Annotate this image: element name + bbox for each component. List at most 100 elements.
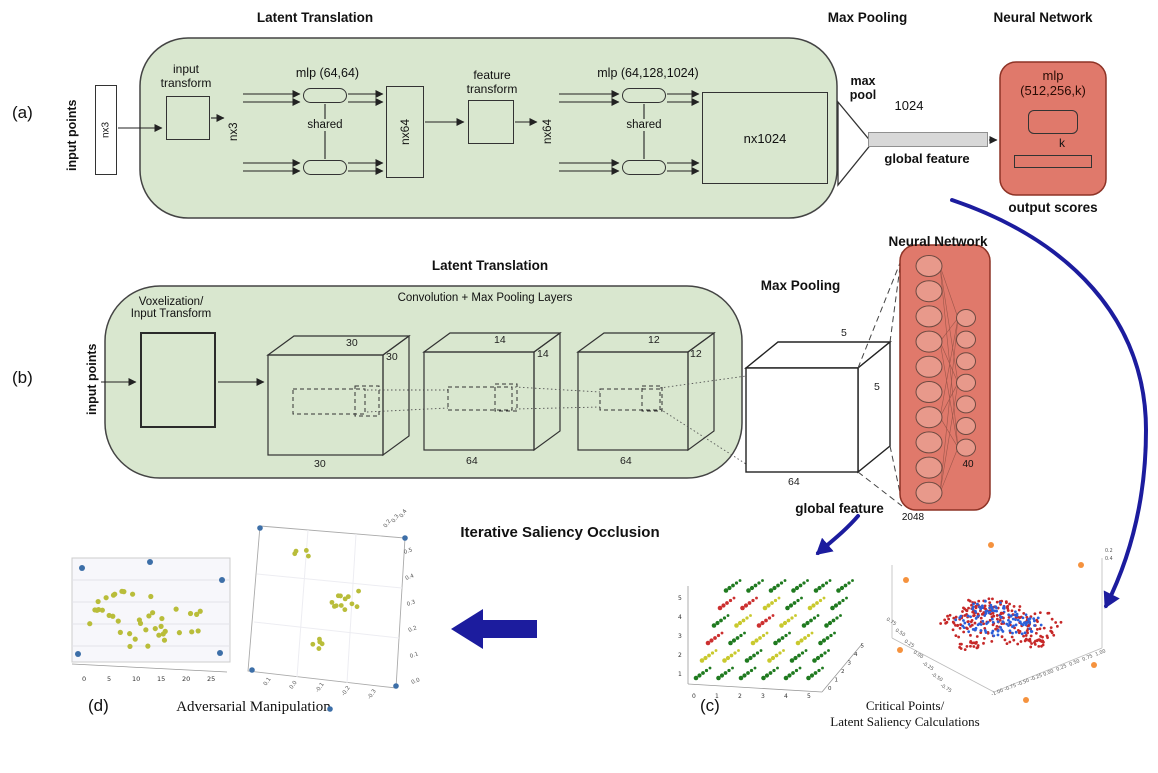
svg-text:3: 3 (761, 693, 765, 700)
svg-text:0.5: 0.5 (403, 547, 414, 556)
b-global-feature-label: global feature (795, 501, 884, 516)
cube1-bottom-dim: 30 (314, 458, 326, 470)
conv-cube-1 (266, 334, 411, 457)
svg-text:0.4: 0.4 (1105, 556, 1113, 562)
svg-text:0: 0 (82, 675, 86, 683)
svg-text:2: 2 (738, 693, 742, 700)
svg-text:-0.1: -0.1 (315, 682, 326, 694)
header-a-latent-translation: Latent Translation (256, 10, 374, 25)
panel-d-caption: Adversarial Manipulation (176, 699, 331, 715)
global-feature-cube (744, 340, 892, 474)
a-scores-box (1014, 155, 1092, 168)
a-k-label: k (1059, 136, 1065, 150)
svg-text:0.25: 0.25 (903, 639, 915, 650)
svg-text:0.3: 0.3 (406, 599, 417, 608)
neural-network-block-b (899, 244, 991, 511)
svg-text:2: 2 (678, 652, 682, 659)
a-feature-transform-box (468, 100, 514, 144)
svg-text:0.25: 0.25 (1056, 663, 1068, 673)
a-mlp2-capsule-top (622, 88, 666, 103)
b-2048-label: 2048 (901, 512, 925, 523)
svg-text:5: 5 (107, 675, 111, 683)
svg-text:-0.50: -0.50 (930, 672, 944, 684)
svg-text:20: 20 (182, 675, 190, 683)
conv-cube-3 (576, 331, 716, 452)
a-global-feature-bar (868, 132, 988, 147)
cube3-right-dim: 12 (690, 348, 702, 360)
panel-c-caption: Critical Points/ Latent Saliency Calcula… (830, 698, 980, 729)
svg-text:0.00: 0.00 (1043, 668, 1055, 678)
conv-cube-2 (422, 331, 562, 452)
a-shared1-label: shared (303, 119, 347, 131)
svg-text:-0.25: -0.25 (1030, 673, 1044, 683)
saliency-pointcloud-plot: 0.750.500.250.00-0.25-0.50-0.75 -1.00-0.7… (885, 542, 1113, 703)
panel-d-tag: (d) (88, 696, 109, 715)
header-b-latent-translation: Latent Translation (431, 258, 549, 273)
a-mlp1-capsule-top (303, 88, 347, 103)
svg-text:10: 10 (132, 675, 140, 683)
svg-text:25: 25 (207, 675, 215, 683)
flow-arrow-a-to-c (950, 198, 1149, 609)
a-input-transform-box (166, 96, 210, 140)
cube4-bottom-dim: 64 (788, 476, 800, 488)
max-pool-funnel (837, 100, 873, 187)
svg-text:-0.3: -0.3 (367, 688, 378, 701)
svg-text:-0.50: -0.50 (1017, 678, 1031, 688)
a-nx64-label: nx64 (542, 119, 554, 145)
neuron-columns (915, 255, 976, 504)
iterative-saliency-occlusion-label: Iterative Saliency Occlusion (460, 524, 660, 541)
svg-text:0.0: 0.0 (411, 677, 422, 686)
header-a-max-pooling: Max Pooling (827, 10, 908, 25)
neural-network-block-a (999, 61, 1107, 196)
svg-text:0.50: 0.50 (1069, 658, 1081, 668)
svg-text:0.4: 0.4 (399, 508, 409, 519)
a-max-pool-label: max pool (849, 74, 877, 102)
b-voxelization-box (140, 332, 216, 428)
svg-text:0.00: 0.00 (912, 650, 924, 661)
cube3-bottom-dim: 64 (620, 455, 632, 467)
cube3-top-dim: 12 (648, 334, 660, 346)
a-feature-transform-label: feature transform (466, 68, 518, 96)
svg-text:1: 1 (835, 678, 839, 684)
a-shared2-label: shared (622, 119, 666, 131)
cube4-top-dim: 5 (841, 327, 847, 339)
svg-text:-1.00: -1.00 (991, 688, 1005, 698)
svg-text:1: 1 (715, 693, 719, 700)
svg-text:0.50: 0.50 (894, 628, 906, 639)
svg-text:4: 4 (854, 652, 858, 658)
b-40-label: 40 (962, 459, 974, 470)
svg-text:5: 5 (807, 693, 811, 700)
flow-arrow-b-to-c (815, 514, 860, 555)
a-nx1024-box: nx1024 (702, 92, 828, 184)
cube1-top-dim: 30 (346, 337, 358, 349)
svg-text:15: 15 (157, 675, 165, 683)
a-nx64-box-label: nx64 (398, 118, 412, 146)
a-mlp1-capsule-bottom (303, 160, 347, 175)
svg-text:-0.2: -0.2 (341, 685, 352, 697)
panel-a-arrows (118, 90, 1057, 175)
svg-text:0.1: 0.1 (409, 651, 419, 660)
a-mlp3-capsule (1028, 110, 1078, 134)
a-mlp2-label: mlp (64,128,1024) (597, 66, 699, 80)
svg-text:0.2: 0.2 (383, 519, 393, 530)
adversarial-plot-1: 0 5 10 15 20 25 (71, 557, 231, 683)
a-mlp3-label: mlp (512,256,k) (1020, 68, 1086, 98)
svg-text:0.4: 0.4 (405, 573, 416, 582)
a-input-transform-label: input transform (160, 62, 212, 90)
svg-text:0.0: 0.0 (289, 680, 299, 691)
a-1024-label: 1024 (894, 98, 924, 113)
svg-text:1.00: 1.00 (1095, 648, 1107, 658)
header-b-max-pooling: Max Pooling (760, 278, 841, 293)
a-nx64-box: nx64 (386, 86, 424, 178)
occlusion-left-arrow (451, 609, 537, 649)
a-input-dims-label: nx3 (100, 121, 112, 139)
svg-text:0.75: 0.75 (885, 617, 897, 628)
a-global-feature-label: global feature (884, 151, 970, 166)
a-input-points-label: input points (65, 99, 79, 171)
svg-text:0: 0 (692, 693, 696, 700)
svg-text:0.75: 0.75 (1082, 653, 1094, 663)
adversarial-plot-2: 0.1 0.0 -0.1 -0.2 -0.30.00.10.20.30.40.50.20… (247, 508, 422, 712)
